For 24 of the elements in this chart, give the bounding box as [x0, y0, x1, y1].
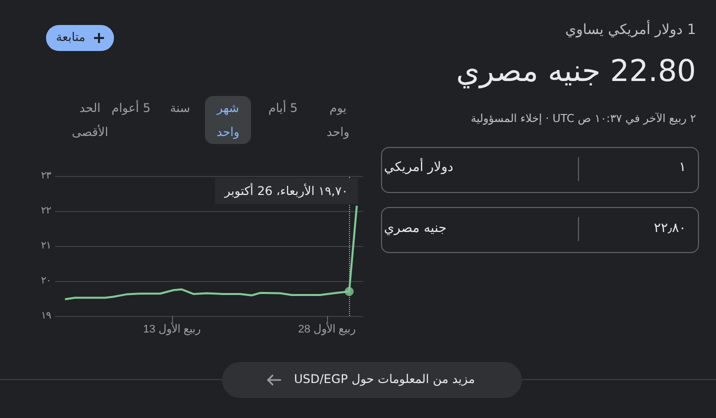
x-tick-label: 13 ربيع الأول [143, 322, 200, 336]
text: جنيه مصري [384, 221, 447, 236]
text: يوم واحد [326, 100, 350, 141]
line-series [64, 204, 358, 300]
text: 1 دولار أمريكي يساوي [565, 22, 696, 38]
x-tick-label: 28 ربيع الأول [298, 322, 356, 336]
text: متابعة [56, 30, 86, 44]
text: مزيد من المعلومات حول USD/EGP [294, 372, 475, 386]
text: 5 أعوام [110, 99, 152, 117]
y-tick-label: ٢٠ [41, 276, 51, 286]
y-tick-label: ٢٢ [41, 206, 51, 216]
y-tick-label: ٢١ [41, 240, 51, 252]
y-tick-label: ٢٣ [41, 170, 52, 182]
text: 22.80 جنيه مصري [456, 54, 696, 89]
text: 5 أيام [267, 99, 299, 117]
text: ١ [679, 160, 686, 175]
text: الحد الأقصى [72, 101, 108, 139]
y-tick-label: ١٩ [41, 310, 51, 322]
text: سنة [168, 100, 192, 117]
text: شهر واحد [205, 96, 251, 144]
annotation: ١٩,٧٠ الأربعاء، 26 أكتوبر [214, 178, 358, 204]
text: دولار أمريكي [384, 160, 454, 175]
text: ٢ ربيع الآخر في ١٠:٣٧ ص UTC · إخلاء المسؤولية [470, 112, 696, 125]
text: ٢٢٫٨٠ [654, 221, 686, 236]
